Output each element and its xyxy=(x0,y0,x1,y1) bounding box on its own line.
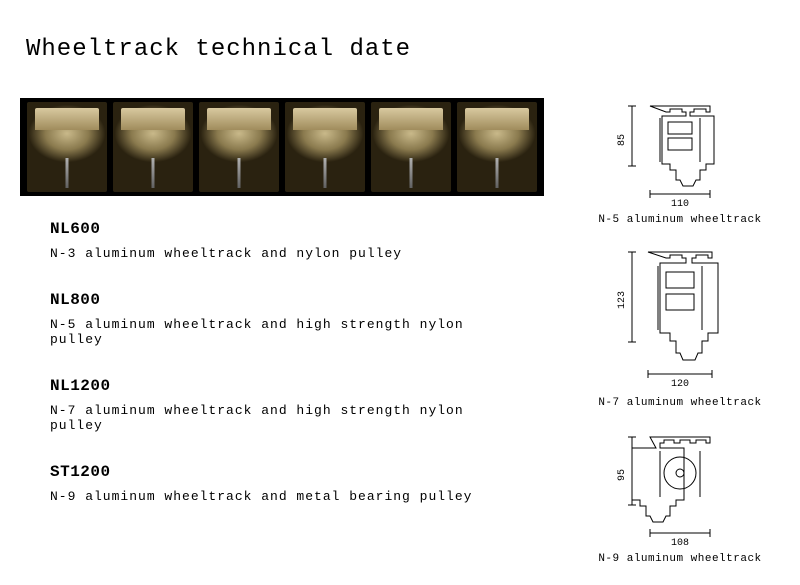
diagram-label: N-7 aluminum wheeltrack xyxy=(580,397,780,409)
spec-desc: N-7 aluminum wheeltrack and high strengt… xyxy=(50,403,520,433)
track-photo-2 xyxy=(113,102,193,192)
spec-model: NL800 xyxy=(50,291,520,309)
diagram-label: N-5 aluminum wheeltrack xyxy=(580,214,780,226)
diagram-label: N-9 aluminum wheeltrack xyxy=(580,553,780,565)
track-photo-3 xyxy=(199,102,279,192)
spec-model: ST1200 xyxy=(50,463,520,481)
dim-width: 108 xyxy=(671,538,689,547)
spec-list: NL600 N-3 aluminum wheeltrack and nylon … xyxy=(50,220,520,534)
spec-model: NL1200 xyxy=(50,377,520,395)
diagram-n5: 85 110 N-5 aluminum wheeltrack xyxy=(580,98,780,226)
dim-height: 95 xyxy=(617,469,628,481)
spec-model: NL600 xyxy=(50,220,520,238)
track-photo-1 xyxy=(27,102,107,192)
spec-desc: N-3 aluminum wheeltrack and nylon pulley xyxy=(50,246,520,261)
spec-desc: N-5 aluminum wheeltrack and high strengt… xyxy=(50,317,520,347)
track-photo-4 xyxy=(285,102,365,192)
spec-item: NL1200 N-7 aluminum wheeltrack and high … xyxy=(50,377,520,433)
spec-item: NL600 N-3 aluminum wheeltrack and nylon … xyxy=(50,220,520,261)
dim-width: 120 xyxy=(671,379,689,390)
diagram-column: 85 110 N-5 aluminum wheeltrack xyxy=(580,98,780,585)
diagram-n7-svg: 123 120 xyxy=(610,246,750,391)
spec-item: ST1200 N-9 aluminum wheeltrack and metal… xyxy=(50,463,520,504)
track-photo-5 xyxy=(371,102,451,192)
diagram-n7: 123 120 N-7 aluminum wheeltrack xyxy=(580,246,780,409)
dim-width: 110 xyxy=(671,199,689,208)
diagram-n9: 95 108 N-9 aluminum wheeltrack xyxy=(580,429,780,565)
wheeltrack-photo-strip xyxy=(20,98,544,196)
dim-height: 85 xyxy=(617,134,628,146)
diagram-n5-svg: 85 110 xyxy=(610,98,750,208)
spec-item: NL800 N-5 aluminum wheeltrack and high s… xyxy=(50,291,520,347)
diagram-n9-svg: 95 108 xyxy=(610,429,750,547)
page-title: Wheeltrack technical date xyxy=(26,36,411,63)
dim-height: 123 xyxy=(617,291,628,309)
spec-desc: N-9 aluminum wheeltrack and metal bearin… xyxy=(50,489,520,504)
track-photo-6 xyxy=(457,102,537,192)
